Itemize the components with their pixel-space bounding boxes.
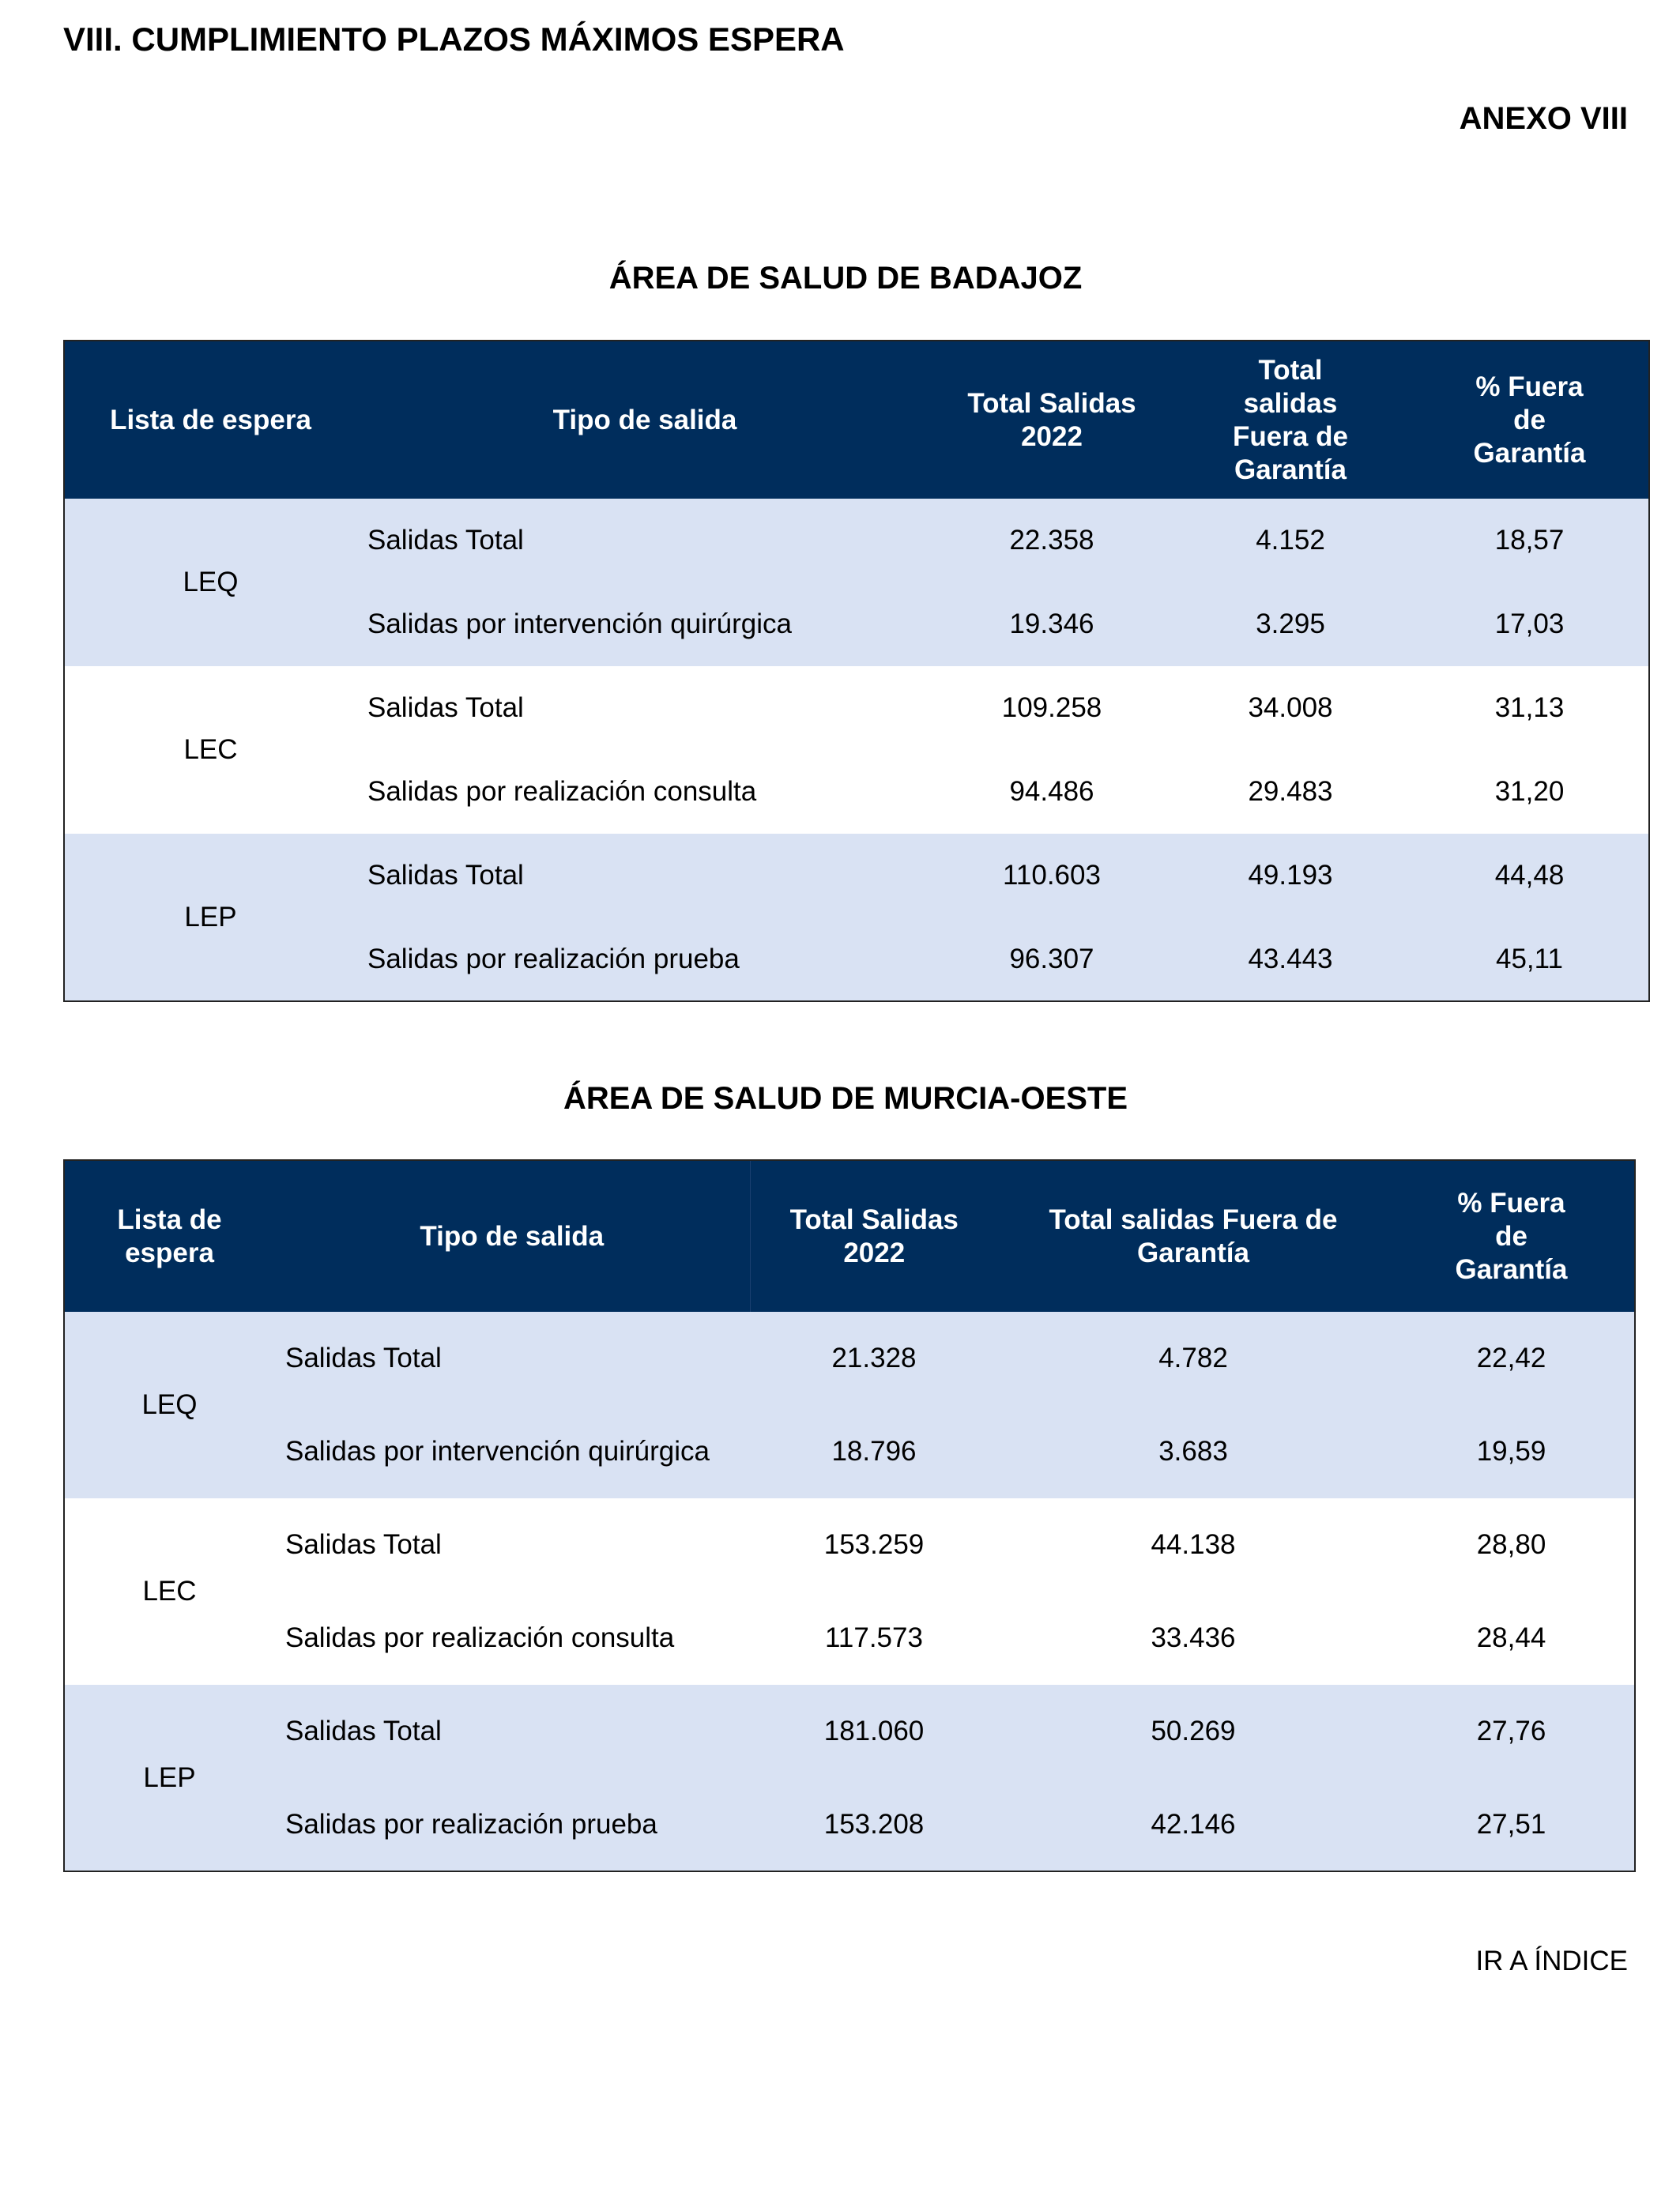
pct-cell: 31,13 bbox=[1411, 666, 1649, 750]
tipo-cell: Salidas por realización prueba bbox=[356, 917, 933, 1001]
table-row: LEQ Salidas Total 21.328 4.782 22,42 bbox=[64, 1312, 1635, 1498]
table-murcia-oeste: Lista de espera Tipo de salida Total Sal… bbox=[63, 1159, 1636, 1872]
fuera-cell: 50.269 bbox=[998, 1685, 1388, 1778]
table-badajoz: Lista de espera Tipo de salida Total Sal… bbox=[63, 340, 1650, 1002]
total-cell: 117.573 bbox=[750, 1592, 998, 1685]
table-row: LEC Salidas Total 153.259 44.138 28,80 bbox=[64, 1498, 1635, 1685]
total-cell: 153.208 bbox=[750, 1778, 998, 1871]
header-row: Lista de espera Tipo de salida Total Sal… bbox=[64, 1160, 1635, 1312]
tipo-cell: Salidas Total bbox=[274, 1685, 750, 1778]
header-total: Total Salidas 2022 bbox=[933, 341, 1170, 499]
pct-cell: 17,03 bbox=[1411, 582, 1649, 666]
pct-cell: 31,20 bbox=[1411, 750, 1649, 834]
header-lista: Lista de espera bbox=[64, 341, 356, 499]
table-row: Salidas por intervención quirúrgica 19.34… bbox=[64, 582, 1649, 666]
fuera-cell: 33.436 bbox=[998, 1592, 1388, 1685]
total-cell: 181.060 bbox=[750, 1685, 998, 1778]
tipo-cell: Salidas Total bbox=[356, 666, 933, 750]
table-row: LEP Salidas Total 181.060 50.269 27,76 bbox=[64, 1685, 1635, 1871]
header-row: Lista de espera Tipo de salida Total Sal… bbox=[64, 341, 1649, 499]
table-row: LEP Salidas Total 110.603 49.193 44,48 bbox=[64, 834, 1649, 1001]
tipo-cell: Salidas Total bbox=[274, 1312, 750, 1405]
pct-cell: 28,44 bbox=[1388, 1592, 1635, 1685]
fuera-cell: 43.443 bbox=[1170, 917, 1411, 1001]
table-row: LEQ Salidas Total 22.358 4.152 18,57 bbox=[64, 499, 1649, 666]
tipo-cell: Salidas Total bbox=[274, 1498, 750, 1592]
fuera-cell: 34.008 bbox=[1170, 666, 1411, 750]
header-lista: Lista de espera bbox=[64, 1160, 274, 1312]
tipo-cell: Salidas por intervención quirúrgica bbox=[274, 1405, 750, 1498]
header-tipo: Tipo de salida bbox=[274, 1160, 750, 1312]
pct-cell: 18,57 bbox=[1411, 499, 1649, 582]
lista-cell: LEQ bbox=[64, 499, 356, 666]
table-row: Salidas por intervención quirúrgica 18.79… bbox=[64, 1405, 1635, 1498]
annex-label: ANEXO VIII bbox=[1459, 101, 1628, 136]
total-cell: 21.328 bbox=[750, 1312, 998, 1405]
pct-cell: 27,51 bbox=[1388, 1778, 1635, 1871]
fuera-cell: 3.295 bbox=[1170, 582, 1411, 666]
tipo-cell: Salidas Total bbox=[356, 834, 933, 917]
fuera-cell: 4.152 bbox=[1170, 499, 1411, 582]
fuera-cell: 44.138 bbox=[998, 1498, 1388, 1592]
tipo-cell: Salidas por intervención quirúrgica bbox=[356, 582, 933, 666]
lista-cell: LEP bbox=[64, 1685, 274, 1871]
table-row: Salidas por realización consulta 117.573 3… bbox=[64, 1592, 1635, 1685]
total-cell: 109.258 bbox=[933, 666, 1170, 750]
header-total: Total Salidas 2022 bbox=[749, 1160, 998, 1312]
total-cell: 110.603 bbox=[933, 834, 1170, 917]
pct-cell: 19,59 bbox=[1388, 1405, 1635, 1498]
fuera-cell: 42.146 bbox=[998, 1778, 1388, 1871]
fuera-cell: 3.683 bbox=[998, 1405, 1388, 1498]
header-fuera: Total salidas Fuera de Garantía bbox=[998, 1160, 1388, 1312]
pct-cell: 28,80 bbox=[1388, 1498, 1635, 1592]
header-fuera: Total salidas Fuera de Garantía bbox=[1170, 341, 1411, 499]
total-cell: 96.307 bbox=[933, 917, 1170, 1001]
header-pct: % Fuera de Garantía bbox=[1411, 341, 1649, 499]
tipo-cell: Salidas Total bbox=[356, 499, 933, 582]
header-pct: % Fuera de Garantía bbox=[1388, 1160, 1635, 1312]
table-heading-badajoz: ÁREA DE SALUD DE BADAJOZ bbox=[608, 261, 1083, 296]
table-row: Salidas por realización prueba 96.307 43.4… bbox=[64, 917, 1649, 1001]
total-cell: 94.486 bbox=[933, 750, 1170, 834]
pct-cell: 44,48 bbox=[1411, 834, 1649, 917]
total-cell: 153.259 bbox=[750, 1498, 998, 1592]
fuera-cell: 4.782 bbox=[998, 1312, 1388, 1405]
pct-cell: 45,11 bbox=[1411, 917, 1649, 1001]
tipo-cell: Salidas por realización prueba bbox=[274, 1778, 750, 1871]
tipo-cell: Salidas por realización consulta bbox=[356, 750, 933, 834]
tipo-cell: Salidas por realización consulta bbox=[274, 1592, 750, 1685]
index-link[interactable]: IR A ÍNDICE bbox=[1475, 1946, 1628, 1976]
total-cell: 22.358 bbox=[933, 499, 1170, 582]
lista-cell: LEC bbox=[64, 666, 356, 834]
total-cell: 18.796 bbox=[750, 1405, 998, 1498]
pct-cell: 22,42 bbox=[1388, 1312, 1635, 1405]
lista-cell: LEQ bbox=[64, 1312, 274, 1498]
total-cell: 19.346 bbox=[933, 582, 1170, 666]
pct-cell: 27,76 bbox=[1388, 1685, 1635, 1778]
table-row: Salidas por realización consulta 94.486 29… bbox=[64, 750, 1649, 834]
fuera-cell: 49.193 bbox=[1170, 834, 1411, 917]
table-row: Salidas por realización prueba 153.208 42.… bbox=[64, 1778, 1635, 1871]
table-row: LEC Salidas Total 109.258 34.008 31,13 bbox=[64, 666, 1649, 834]
lista-cell: LEP bbox=[64, 834, 356, 1001]
header-tipo: Tipo de salida bbox=[356, 341, 933, 499]
lista-cell: LEC bbox=[64, 1498, 274, 1685]
section-title: VIII. CUMPLIMIENTO PLAZOS MÁXIMOS ESPERA bbox=[63, 21, 845, 58]
fuera-cell: 29.483 bbox=[1170, 750, 1411, 834]
table-heading-murcia: ÁREA DE SALUD DE MURCIA-OESTE bbox=[563, 1081, 1128, 1116]
